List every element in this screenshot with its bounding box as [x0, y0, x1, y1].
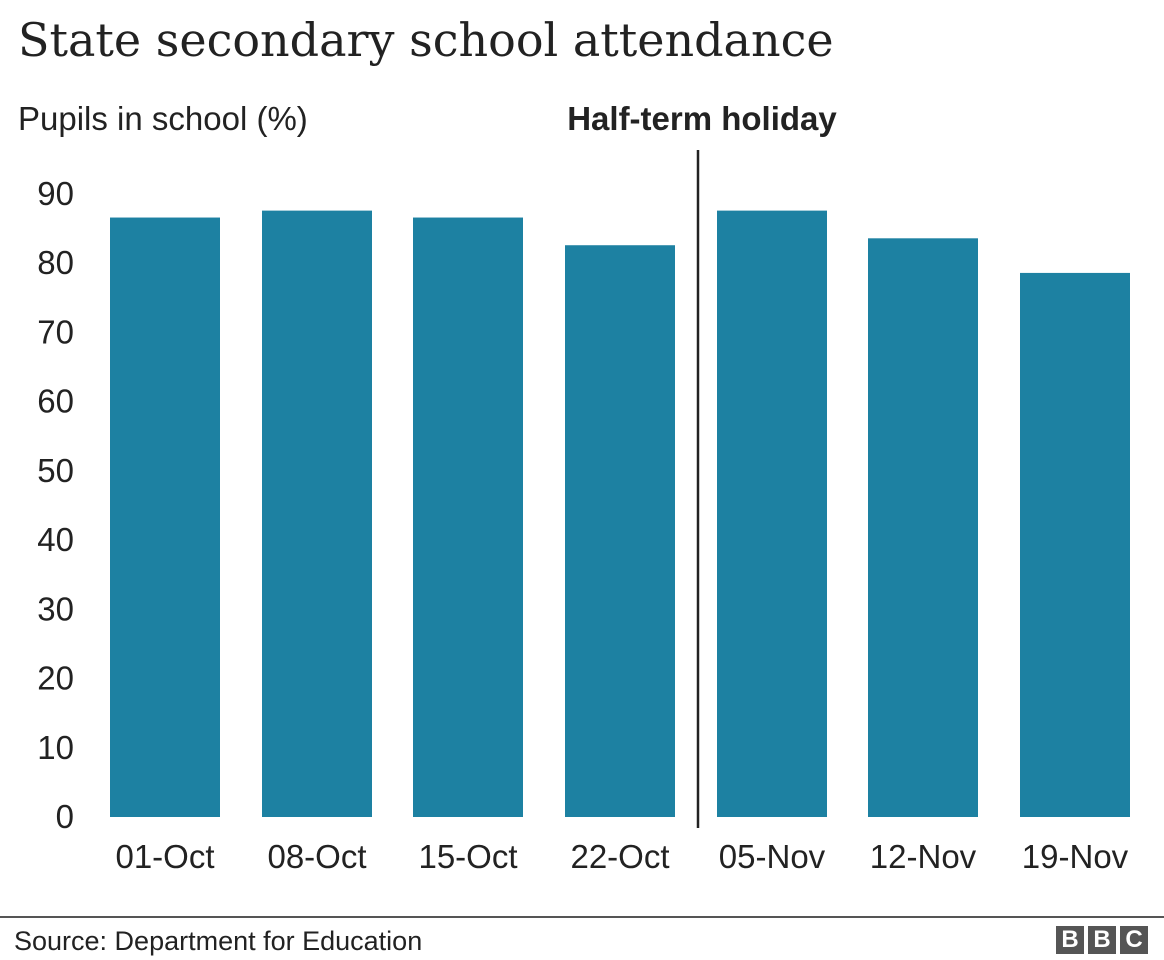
- logo-letter: B: [1088, 926, 1116, 954]
- x-tick-label: 15-Oct: [418, 838, 517, 875]
- y-tick-label: 0: [56, 798, 74, 835]
- y-tick-label: 90: [37, 175, 74, 212]
- y-axis-label: Pupils in school (%): [18, 100, 308, 137]
- bars: [110, 210, 1130, 818]
- x-tick-label: 05-Nov: [719, 838, 826, 875]
- bbc-logo: B B C: [1056, 926, 1150, 954]
- y-tick-label: 80: [37, 244, 74, 281]
- bar: [1020, 272, 1130, 817]
- x-tick-label: 22-Oct: [570, 838, 669, 875]
- bar: [717, 210, 827, 817]
- logo-letter: B: [1056, 926, 1084, 954]
- half-term-holiday-label: Half-term holiday: [567, 100, 837, 137]
- y-tick-label: 20: [37, 660, 74, 697]
- bar: [565, 245, 675, 818]
- logo-letter: C: [1120, 926, 1148, 954]
- chart-title: State secondary school attendance: [18, 13, 834, 67]
- x-axis-ticks: 01-Oct 08-Oct 15-Oct 22-Oct 05-Nov 12-Nov 19-N…: [115, 838, 1128, 875]
- x-tick-label: 08-Oct: [267, 838, 366, 875]
- bar: [868, 238, 978, 817]
- x-tick-label: 19-Nov: [1022, 838, 1129, 875]
- y-tick-label: 60: [37, 383, 74, 420]
- y-tick-label: 50: [37, 452, 74, 489]
- x-tick-label: 12-Nov: [870, 838, 977, 875]
- y-axis-ticks: 0 10 20 30 40 50 60 70 80 90: [37, 175, 74, 835]
- y-tick-label: 70: [37, 313, 74, 350]
- x-tick-label: 01-Oct: [115, 838, 214, 875]
- bar: [110, 217, 220, 818]
- source-note: Source: Department for Education: [14, 926, 423, 956]
- y-tick-label: 30: [37, 590, 74, 627]
- y-tick-label: 40: [37, 521, 74, 558]
- y-tick-label: 10: [37, 729, 74, 766]
- bar-chart: 0 10 20 30 40 50 60 70 80 90 01-Oct 08-Oct 15-Oct 22…: [37, 100, 1130, 875]
- bar: [262, 210, 372, 817]
- bar: [413, 217, 523, 818]
- footer-divider: [0, 916, 1164, 918]
